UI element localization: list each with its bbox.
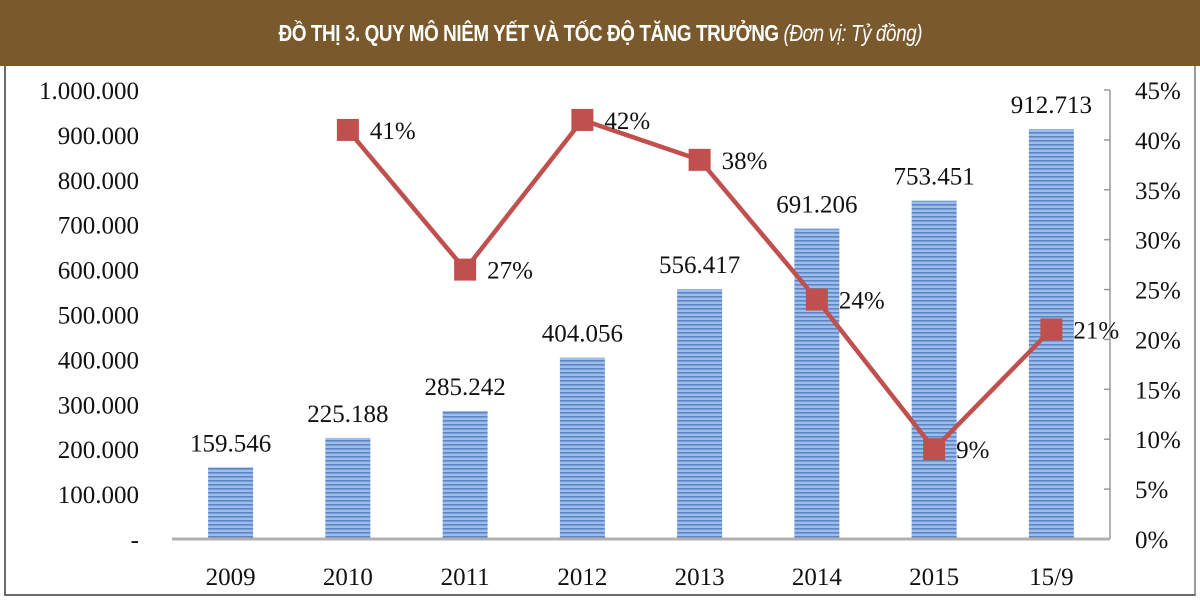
right-axis-tick-label: 35%	[1135, 178, 1181, 205]
chart-title-banner: ĐỒ THỊ 3. QUY MÔ NIÊM YẾT VÀ TỐC ĐỘ TĂNG…	[0, 0, 1200, 66]
bar	[325, 437, 371, 539]
bar-value-label: 285.242	[425, 374, 506, 401]
x-axis-tick-label: 2010	[323, 564, 373, 591]
bar-value-label: 556.417	[659, 252, 740, 279]
bar-value-label: 159.546	[190, 430, 271, 457]
line-marker	[454, 258, 477, 281]
line-marker	[805, 288, 828, 311]
line-value-label: 27%	[487, 258, 533, 285]
bar-value-label: 225.188	[307, 401, 388, 428]
x-axis-tick-label: 2011	[441, 564, 490, 591]
x-axis-tick-label: 2012	[557, 564, 607, 591]
left-axis-tick-label: 400.000	[58, 347, 139, 374]
line-value-label: 38%	[722, 148, 768, 175]
bar-value-label: 404.056	[542, 321, 623, 348]
bar	[911, 200, 957, 539]
line-value-label: 24%	[839, 288, 885, 315]
right-axis-tick-label: 5%	[1135, 477, 1168, 504]
right-axis-tick-label: 40%	[1135, 128, 1181, 155]
x-axis-tick-label: 2015	[909, 564, 959, 591]
right-axis-tick-label: 15%	[1135, 377, 1181, 404]
right-axis-tick-label: 30%	[1135, 228, 1181, 255]
x-axis-tick-label: 2013	[675, 564, 725, 591]
x-axis-tick-label: 15/9	[1029, 564, 1073, 591]
bar	[677, 289, 723, 539]
bar-series: 159.546 225.188 285.242 404.056 556.417 691.2…	[190, 92, 1092, 539]
left-axis-tick-label: 700.000	[58, 213, 139, 240]
line-value-label: 21%	[1073, 317, 1119, 344]
left-axis-tick-label: 500.000	[58, 303, 139, 330]
chart-unit: (Đơn vị: Tỷ đồng)	[783, 19, 922, 46]
chart-frame	[4, 66, 1196, 596]
line-value-label: 41%	[370, 118, 416, 145]
line-marker	[1040, 318, 1063, 341]
left-axis-tick-label: 1.000.000	[39, 78, 139, 105]
bar-value-label: 753.451	[894, 164, 975, 191]
bar	[442, 410, 488, 539]
right-axis-tick-label: 25%	[1135, 278, 1181, 305]
line-marker	[688, 148, 711, 171]
right-axis: 0% 5% 10% 15% 20% 25% 30% 35% 40% 45%	[1104, 78, 1181, 554]
right-axis-tick-label: 20%	[1135, 327, 1181, 354]
line-marker	[571, 108, 594, 131]
left-axis: - 100.000 200.000 300.000 400.000 500.000 600.…	[39, 78, 139, 554]
left-axis-tick-label: 100.000	[58, 482, 139, 509]
left-axis-tick-label: 900.000	[58, 123, 139, 150]
x-axis-tick-label: 2009	[206, 564, 256, 591]
line-value-label: 9%	[956, 437, 989, 464]
bar	[208, 467, 254, 539]
chart-title: ĐỒ THỊ 3. QUY MÔ NIÊM YẾT VÀ TỐC ĐỘ TĂNG…	[278, 19, 922, 47]
bar-value-label: 691.206	[776, 192, 857, 219]
bar-value-label: 912.713	[1011, 92, 1092, 119]
left-axis-tick-label: 200.000	[58, 437, 139, 464]
right-axis-tick-label: 45%	[1135, 78, 1181, 105]
right-axis-tick-label: 0%	[1135, 527, 1168, 554]
line-marker	[336, 118, 359, 141]
left-axis-tick-label: -	[131, 527, 139, 554]
bar	[794, 228, 840, 539]
x-axis-tick-label: 2014	[792, 564, 843, 591]
bar	[559, 357, 605, 539]
right-axis-tick-label: 10%	[1135, 427, 1181, 454]
line-series: 41% 27% 42% 38% 24% 9% 21%	[336, 108, 1119, 464]
left-axis-tick-label: 600.000	[58, 258, 139, 285]
chart-title-text: ĐỒ THỊ 3. QUY MÔ NIÊM YẾT VÀ TỐC ĐỘ TĂNG…	[278, 19, 779, 46]
line-marker	[923, 438, 946, 461]
left-axis-tick-label: 800.000	[58, 168, 139, 195]
line-value-label: 42%	[604, 108, 650, 135]
x-axis: 2009 2010 2011 2012 2013 2014 2015 15/9	[206, 564, 1074, 591]
left-axis-tick-label: 300.000	[58, 392, 139, 419]
